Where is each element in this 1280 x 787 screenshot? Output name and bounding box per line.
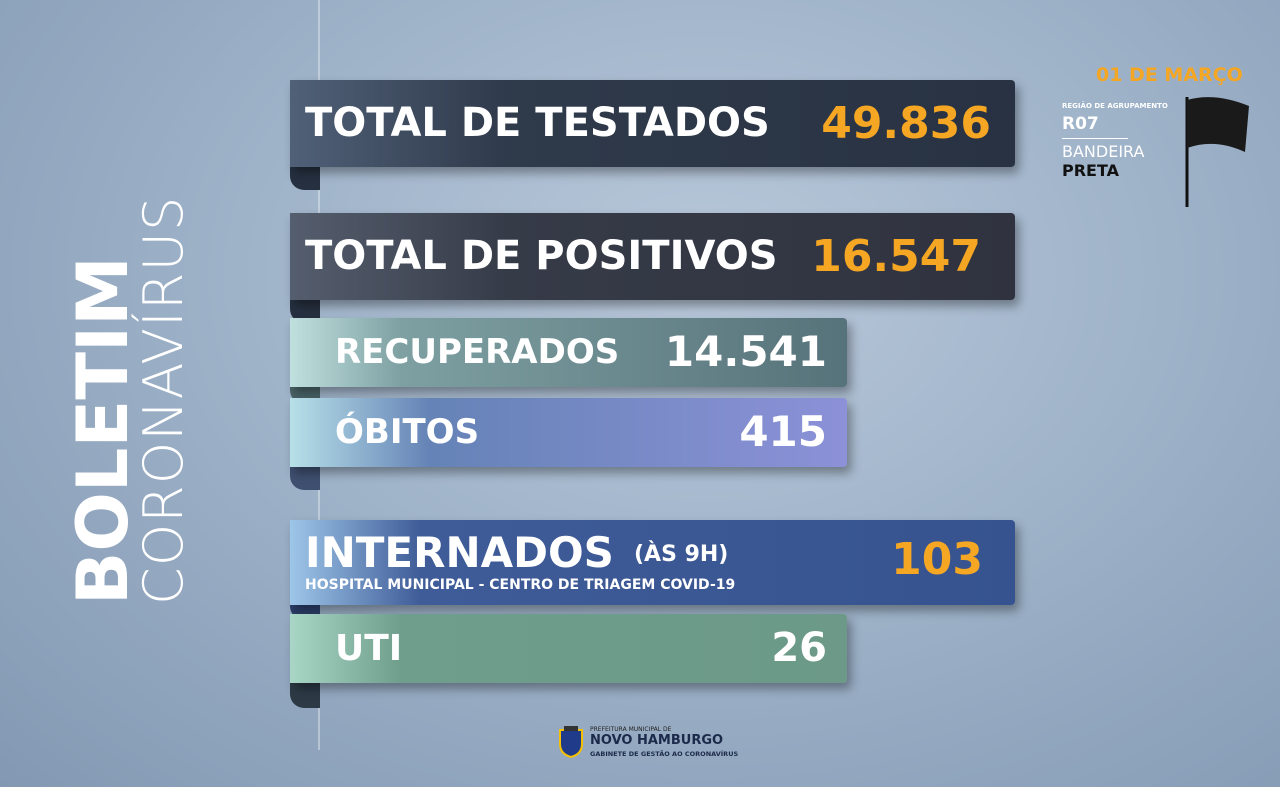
footer-line1: PREFEITURA MUNICIPAL DE	[590, 726, 672, 733]
flag-icon	[1185, 97, 1249, 207]
rule	[1062, 138, 1128, 139]
city-crest	[559, 726, 583, 758]
banner-label: INTERNADOS	[305, 528, 614, 577]
flag-name: PRETA	[1062, 161, 1120, 180]
banner-label: UTI	[335, 628, 403, 669]
region-code: R07	[1062, 114, 1099, 134]
banner: INTERNADOS (ÀS 9H) HOSPITAL MUNICIPAL - …	[290, 520, 1015, 605]
banner-value: 14.541	[664, 327, 827, 376]
banner-label: ÓBITOS	[335, 412, 480, 452]
banner-label: TOTAL DE POSITIVOS	[305, 233, 778, 279]
banner-value: 49.836	[821, 98, 991, 149]
banner-note: (ÀS 9H)	[634, 542, 729, 567]
footer-line3: GABINETE DE GESTÃO AO CORONAVÍRUS	[590, 750, 739, 758]
banner: ÓBITOS 415	[290, 398, 847, 467]
banner-value: 16.547	[811, 231, 981, 282]
region-label: REGIÃO DE AGRUPAMENTO	[1062, 102, 1168, 110]
banner-value: 103	[891, 534, 983, 585]
banner: TOTAL DE TESTADOS 49.836	[290, 80, 1015, 167]
date: 01 DE MARÇO	[1096, 64, 1243, 86]
side-subtitle: CORONAVÍRUS	[132, 195, 195, 605]
banner: TOTAL DE POSITIVOS 16.547	[290, 213, 1015, 300]
flag-label: BANDEIRA	[1062, 142, 1145, 161]
banner-label: TOTAL DE TESTADOS	[305, 100, 770, 146]
banner-detail: HOSPITAL MUNICIPAL - CENTRO DE TRIAGEM C…	[305, 577, 736, 593]
banner-value: 415	[739, 407, 827, 456]
banner: UTI 26	[290, 614, 847, 683]
banner-value: 26	[771, 625, 827, 671]
banner: RECUPERADOS 14.541	[290, 318, 847, 387]
footer-line2: NOVO HAMBURGO	[590, 733, 724, 748]
banner-label: RECUPERADOS	[335, 332, 620, 372]
